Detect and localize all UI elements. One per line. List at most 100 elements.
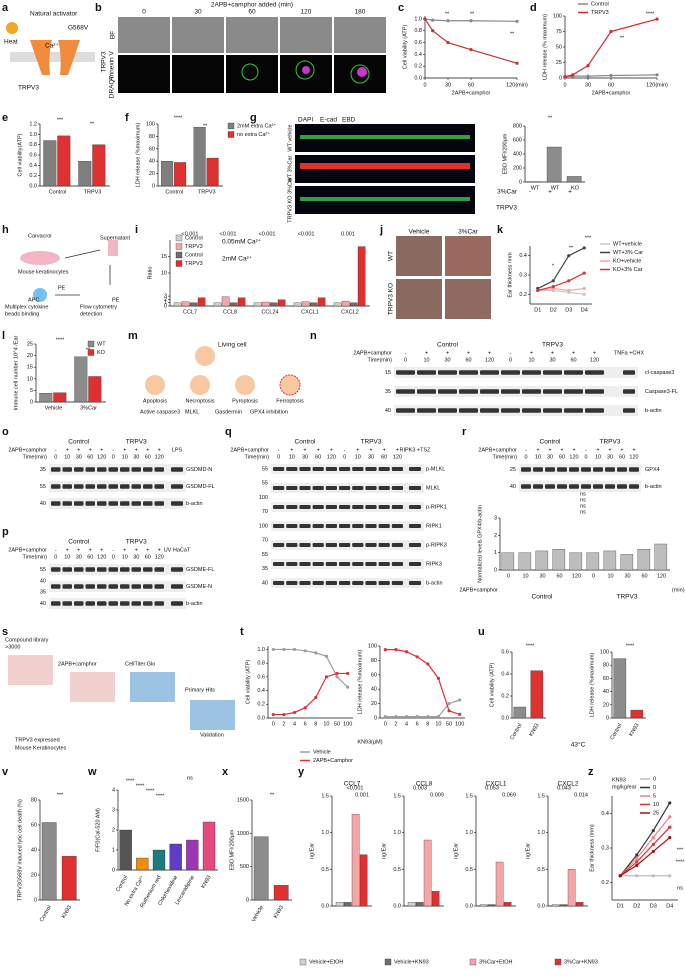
image xyxy=(172,17,224,53)
label: 60 xyxy=(465,357,471,363)
blot-band xyxy=(62,484,72,489)
x-tick-label: D4 xyxy=(581,307,588,313)
blot-band xyxy=(623,370,635,375)
blot-band xyxy=(521,467,531,472)
x-tick-label: 60 xyxy=(641,573,647,579)
panel-letter: l xyxy=(2,330,5,342)
panel-letter: c xyxy=(398,2,404,14)
blot-band xyxy=(286,562,298,566)
panel-letter: t xyxy=(240,626,244,638)
blot-band xyxy=(352,581,364,585)
cell xyxy=(295,60,315,80)
point xyxy=(404,650,409,654)
blot-band xyxy=(74,467,84,472)
legend-label: 2APB+Camphor xyxy=(313,758,353,764)
label: TRPV3 xyxy=(617,594,638,601)
legend-label: WT+3% Car xyxy=(613,250,643,256)
blot-band xyxy=(569,484,579,489)
image xyxy=(118,17,170,53)
label: + xyxy=(548,189,552,196)
line xyxy=(619,826,671,877)
label: 120 xyxy=(485,357,494,363)
y-tick-label: 1 xyxy=(494,550,497,556)
bar xyxy=(277,299,286,307)
label: 35 xyxy=(40,590,46,596)
point xyxy=(563,75,567,79)
label: Control xyxy=(68,539,90,546)
point xyxy=(586,74,590,78)
blot-band xyxy=(581,484,591,489)
line xyxy=(619,816,671,877)
label: Living cell xyxy=(218,342,247,349)
blot-band xyxy=(286,505,298,509)
blot-band xyxy=(501,408,520,413)
label: 55 xyxy=(262,481,268,487)
annotation: **** xyxy=(136,783,145,789)
point xyxy=(426,662,430,666)
annotation: **** xyxy=(56,337,65,343)
label: 0 xyxy=(509,357,512,363)
legend-label: Vehicle xyxy=(313,749,331,755)
label: 0 xyxy=(112,454,115,460)
label: TRPV3 xyxy=(361,439,382,446)
point xyxy=(567,279,571,283)
bar xyxy=(335,902,344,907)
blot-band xyxy=(299,543,311,547)
y-tick-label: 40 xyxy=(149,159,155,165)
blot-band xyxy=(557,467,567,472)
assay-illustration xyxy=(20,240,118,302)
label: 120 xyxy=(97,454,106,460)
label: 0 xyxy=(54,554,57,560)
blot-band xyxy=(286,581,298,585)
panel-letter: k xyxy=(497,224,504,236)
annotation: *** xyxy=(57,792,64,798)
annotation: ** xyxy=(470,11,475,17)
bead xyxy=(33,288,47,302)
blot-band xyxy=(85,501,95,506)
blot-band xyxy=(325,524,337,528)
blot-band xyxy=(391,486,403,490)
bar xyxy=(333,302,342,307)
x-tick-label: Control xyxy=(609,723,623,741)
blot-band xyxy=(409,562,421,566)
legend-swatch xyxy=(384,958,392,966)
blot-band xyxy=(533,484,543,489)
label: + xyxy=(66,447,69,453)
label: 0 xyxy=(112,554,115,560)
blot-band xyxy=(154,567,164,572)
y-tick-label: 1.0 xyxy=(393,830,401,836)
point xyxy=(446,19,450,23)
blot-band xyxy=(74,567,84,572)
blot-band xyxy=(273,581,285,585)
blot-band xyxy=(396,370,415,375)
point xyxy=(282,712,286,717)
blot-band xyxy=(365,562,377,566)
x-tick-label: 100 xyxy=(455,721,464,727)
bar xyxy=(343,902,352,907)
blot-band xyxy=(120,567,130,572)
label: 0 xyxy=(142,9,146,16)
x-tick-label: 50 xyxy=(446,721,452,727)
bar xyxy=(630,709,644,719)
annotation: ** xyxy=(203,123,208,129)
annotation: ** xyxy=(445,11,450,17)
blot-band xyxy=(51,467,61,472)
point xyxy=(282,647,286,652)
legend-swatch xyxy=(87,340,95,348)
label: b-actin xyxy=(186,501,203,507)
bar xyxy=(546,146,562,183)
chart-title: CCL7 xyxy=(344,781,361,788)
label: Control xyxy=(540,439,562,446)
label: RIPK1 xyxy=(426,523,442,529)
legend-label: Vehicle+KN93 xyxy=(394,959,429,965)
bar xyxy=(237,297,246,307)
blot-band xyxy=(171,501,183,506)
label: >3000 xyxy=(5,644,20,650)
label: 30 xyxy=(133,454,139,460)
blot-band xyxy=(299,562,311,566)
label: + xyxy=(467,350,470,356)
label: Time(min) xyxy=(367,357,392,363)
legend-label: WT xyxy=(97,341,106,347)
y-tick-label: 3 xyxy=(112,807,115,813)
point xyxy=(335,671,339,676)
